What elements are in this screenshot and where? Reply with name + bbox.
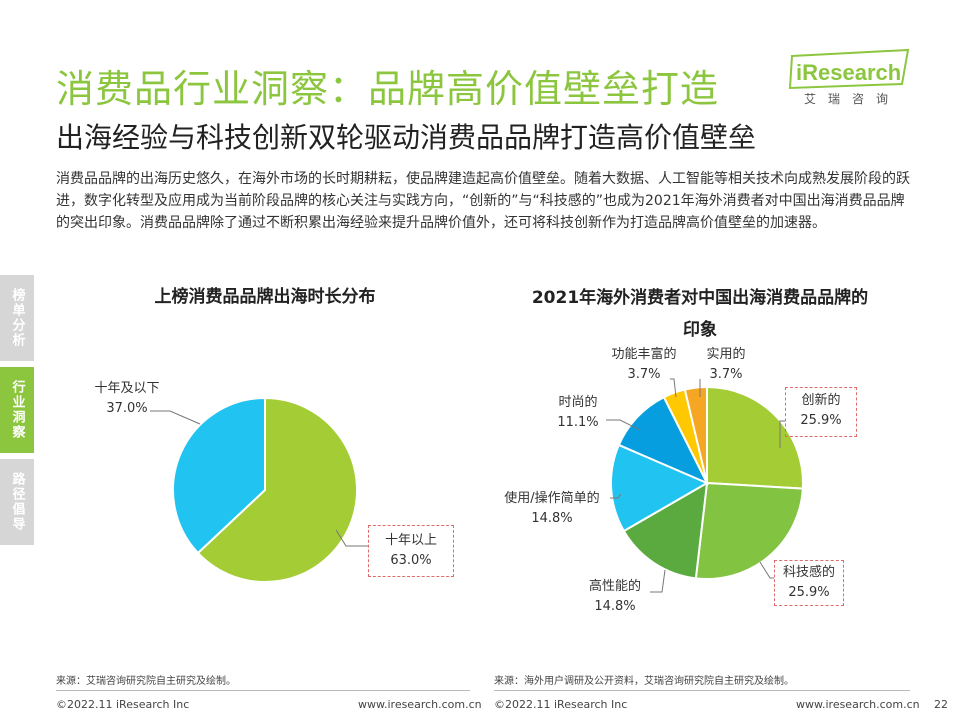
side-tabs: 榜单分析 行业洞察 路径倡导 [0,275,34,551]
chart2-slice-3 [610,443,710,533]
leader-line-2 [779,420,785,448]
chart2-label-easy: 使用/操作简单的 14.8% [494,489,610,529]
footer-divider-right [494,690,910,691]
chart1-label-under-ten-value: 37.0% [106,401,148,416]
chart1-slice-1 [172,396,266,555]
leader-line-1 [335,529,368,547]
chart1-label-over-ten-name: 十年以上 [384,533,437,548]
chart2-label-performance-name: 高性能的 [588,579,641,594]
page-subtitle: 出海经验与科技创新双轮驱动消费品品牌打造高价值壁垒 [56,121,757,154]
leader-line-0 [150,410,201,425]
chart2-highlight-box-innovative [785,387,857,437]
source-left: 来源：艾瑞咨询研究院自主研究及绘制。 [56,676,236,687]
chart2-label-fashion-name: 时尚的 [558,395,598,410]
chart2-label-easy-value: 14.8% [531,511,573,526]
footer-copyright-right: ©2022.11 iResearch Inc [494,698,628,711]
chart2-label-feature-rich-name: 功能丰富的 [611,347,677,362]
chart2-label-feature-rich-value: 3.7% [627,367,661,382]
chart2-slice-0 [706,385,804,490]
chart2-label-practical-name: 实用的 [706,347,746,362]
logo-cn-text: 艾瑞咨询 [804,92,901,106]
iresearch-logo: iResearch 艾瑞咨询 [788,48,910,110]
chart2-slice-4 [617,395,710,486]
chart2-slice-2 [622,481,709,580]
chart2-slice-6 [683,385,708,484]
footer-website-left: www.iresearch.com.cn [358,698,482,711]
chart2-slice-1 [694,481,804,580]
chart1-title: 上榜消费品品牌出海时长分布 [154,287,376,307]
leader-line-7 [670,378,677,398]
footer-website-right: www.iresearch.com.cn [796,698,920,711]
chart1-slice-0 [196,396,358,583]
leader-line-4 [650,569,666,593]
source-right: 来源：海外用户调研及公开资料，艾瑞咨询研究院自主研究及绘制。 [494,676,794,687]
chart2-label-fashion-value: 11.1% [557,415,599,430]
leader-line-5 [610,493,622,499]
side-tab-ranking[interactable]: 榜单分析 [0,275,34,361]
chart2-label-practical-value: 3.7% [709,367,743,382]
chart2-label-easy-name: 使用/操作简单的 [504,491,600,506]
chart2-label-innovative-value: 25.9% [800,413,842,428]
chart1-label-over-ten: 十年以上 63.0% [368,531,454,571]
chart2-label-tech: 科技感的 25.9% [774,563,844,603]
side-tab-path[interactable]: 路径倡导 [0,459,34,545]
chart1-label-under-ten-name: 十年及以下 [94,381,160,396]
chart1-label-over-ten-value: 63.0% [390,553,432,568]
page-title: 消费品行业洞察：品牌高价值壁垒打造 [56,67,720,111]
chart2-label-performance: 高性能的 14.8% [580,577,650,617]
leader-line-3 [759,561,774,579]
intro-paragraph: 消费品品牌的出海历史悠久，在海外市场的长时期耕耘，使品牌建造起高价值壁垒。随着大… [56,171,910,231]
chart2-label-feature-rich: 功能丰富的 3.7% [606,345,682,385]
leader-line-6 [606,419,641,431]
page-number: 22 [934,698,948,711]
chart1-highlight-box [368,525,454,577]
logo-shape [788,48,910,90]
chart2-label-tech-name: 科技感的 [782,565,835,580]
chart2-label-performance-value: 14.8% [594,599,636,614]
chart2-highlight-box-tech [774,560,844,606]
side-tab-insight[interactable]: 行业洞察 [0,367,34,453]
chart2-label-practical: 实用的 3.7% [700,345,752,385]
chart2-label-tech-value: 25.9% [788,585,830,600]
chart2-title: 2021年海外消费者对中国出海消费品品牌的印象 [531,288,869,340]
footer-copyright-left: ©2022.11 iResearch Inc [56,698,190,711]
chart2-label-innovative: 创新的 25.9% [785,391,857,431]
footer-divider-left [56,690,470,691]
chart1-label-under-ten: 十年及以下 37.0% [82,379,172,419]
logo-text: iResearch [796,60,902,85]
chart2-label-fashion: 时尚的 11.1% [550,393,606,433]
chart2-label-innovative-name: 创新的 [801,393,841,408]
